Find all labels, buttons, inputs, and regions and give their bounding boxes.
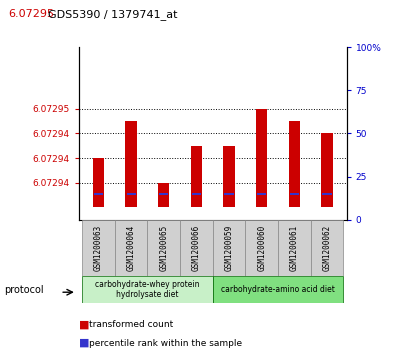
Text: GSM1200064: GSM1200064 — [127, 225, 136, 271]
Bar — [213, 276, 343, 303]
Bar — [223, 146, 235, 207]
Bar — [310, 220, 343, 276]
Bar — [322, 192, 332, 195]
Text: percentile rank within the sample: percentile rank within the sample — [89, 339, 242, 347]
Text: GSM1200059: GSM1200059 — [225, 225, 234, 271]
Bar — [288, 121, 300, 207]
Bar — [125, 121, 137, 207]
Bar — [321, 133, 333, 207]
Text: GSM1200066: GSM1200066 — [192, 225, 201, 271]
Bar — [93, 158, 104, 207]
Text: ■: ■ — [79, 320, 89, 330]
Bar — [82, 276, 213, 303]
Text: GSM1200065: GSM1200065 — [159, 225, 168, 271]
Bar — [290, 192, 299, 195]
Bar — [257, 192, 266, 195]
Text: protocol: protocol — [4, 285, 44, 295]
Bar — [180, 220, 213, 276]
Bar — [127, 192, 136, 195]
Text: carbohydrate-whey protein
hydrolysate diet: carbohydrate-whey protein hydrolysate di… — [95, 280, 200, 299]
Text: ■: ■ — [79, 338, 89, 348]
Bar — [158, 183, 169, 207]
Bar — [245, 220, 278, 276]
Bar — [159, 192, 168, 195]
Text: 6.07295: 6.07295 — [8, 9, 54, 19]
Text: transformed count: transformed count — [89, 321, 173, 329]
Bar — [82, 220, 115, 276]
Bar — [94, 192, 103, 195]
Bar — [278, 220, 310, 276]
Bar — [225, 192, 234, 195]
Text: GSM1200062: GSM1200062 — [322, 225, 332, 271]
Text: carbohydrate-amino acid diet: carbohydrate-amino acid diet — [221, 285, 335, 294]
Bar — [256, 109, 267, 207]
Bar — [192, 192, 201, 195]
Text: GSM1200063: GSM1200063 — [94, 225, 103, 271]
Text: GSM1200060: GSM1200060 — [257, 225, 266, 271]
Bar — [147, 220, 180, 276]
Bar — [190, 146, 202, 207]
Text: GDS5390 / 1379741_at: GDS5390 / 1379741_at — [48, 9, 177, 20]
Text: GSM1200061: GSM1200061 — [290, 225, 299, 271]
Bar — [213, 220, 245, 276]
Bar — [115, 220, 147, 276]
